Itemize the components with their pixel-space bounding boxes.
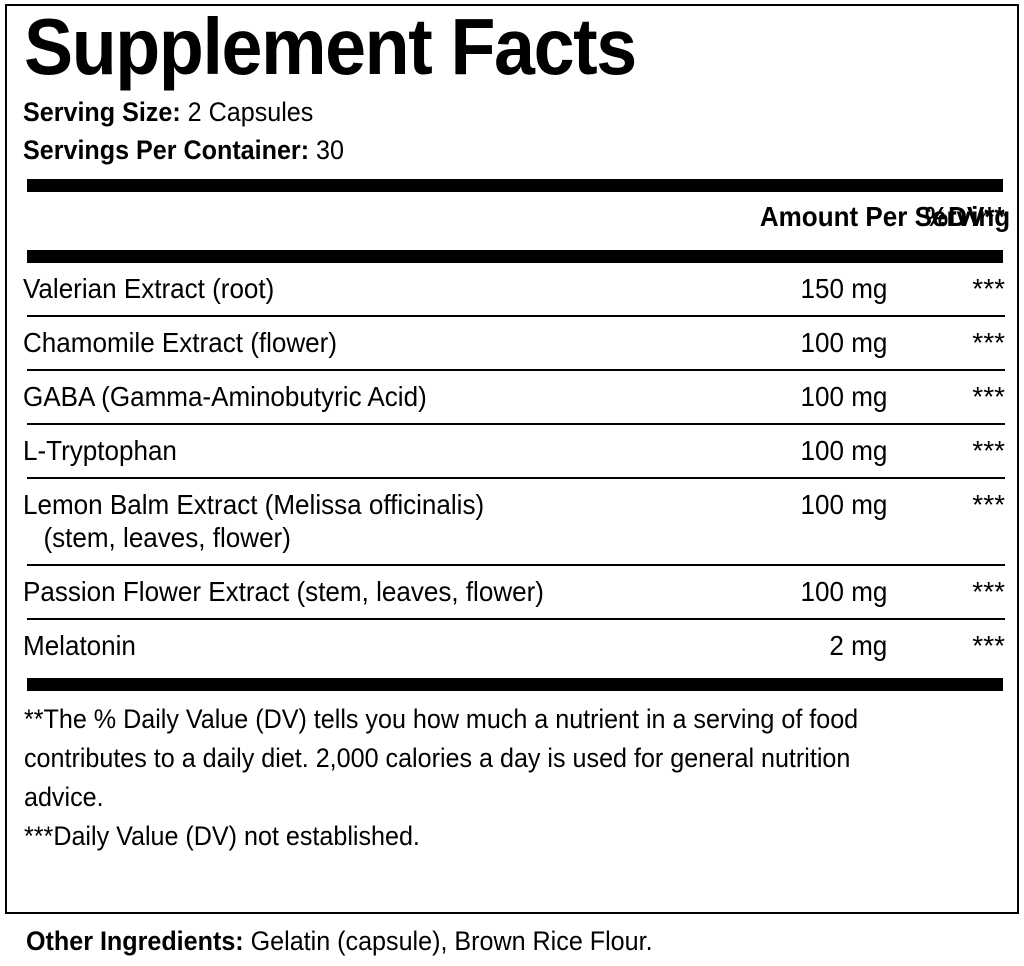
ingredient-daily-value: *** <box>972 575 1005 607</box>
page-title: Supplement Facts <box>24 2 637 91</box>
footnote-dv-not-established: ***Daily Value (DV) not established. <box>24 820 420 851</box>
ingredient-name: Chamomile Extract (flower) <box>23 317 741 369</box>
divider-thin <box>27 476 1005 479</box>
table-row: Melatonin 2 mg *** <box>23 620 1009 672</box>
ingredient-name-text: L-Tryptophan <box>23 434 177 466</box>
ingredient-amount-text: 100 mg <box>800 380 887 412</box>
other-ingredients-label: Other Ingredients: <box>26 926 244 956</box>
divider-thin-row <box>23 422 1009 425</box>
divider-thin-row <box>23 368 1009 371</box>
divider-thin-row <box>23 617 1009 620</box>
ingredient-amount-text: 100 mg <box>800 575 887 607</box>
ingredient-amount-text: 2 mg <box>829 629 887 661</box>
divider-thin-row <box>23 314 1009 317</box>
divider-thin <box>27 563 1005 566</box>
ingredient-name-text: Melatonin <box>23 629 136 661</box>
divider-thin <box>27 617 1005 620</box>
divider-thin-row <box>23 476 1009 479</box>
ingredient-name-text: Lemon Balm Extract (Melissa officinalis) <box>23 488 485 520</box>
ingredients-table: Valerian Extract (root) 150 mg *** Chamomil… <box>23 263 1009 672</box>
ingredient-daily-value: *** <box>972 380 1005 412</box>
table-row: L-Tryptophan 100 mg *** <box>23 425 1009 477</box>
ingredient-name: GABA (Gamma-Aminobutyric Acid) <box>23 371 741 423</box>
ingredient-amount: 2 mg <box>741 620 887 672</box>
ingredient-name: Valerian Extract (root) <box>23 263 741 315</box>
ingredient-name: Melatonin <box>23 620 741 672</box>
table-row: GABA (Gamma-Aminobutyric Acid) 100 mg *** <box>23 371 1009 423</box>
divider-thin <box>27 422 1005 425</box>
column-header-amount: Amount Per Serving <box>759 200 1011 232</box>
ingredient-amount: 100 mg <box>741 371 887 423</box>
ingredient-amount: 100 mg <box>741 566 887 618</box>
serving-size-value: 2 Capsules <box>187 97 314 127</box>
divider-thin <box>27 314 1005 317</box>
ingredient-name-text: Chamomile Extract (flower) <box>23 326 338 358</box>
ingredient-amount: 100 mg <box>741 317 887 369</box>
divider-thick-top <box>27 178 1003 192</box>
table-row: Valerian Extract (root) 150 mg *** <box>23 263 1009 315</box>
serving-size-line: Serving Size: 2 Capsules <box>23 93 938 131</box>
ingredient-amount: 150 mg <box>741 263 887 315</box>
ingredient-daily-value: *** <box>972 434 1005 466</box>
footnotes-block: **The % Daily Value (DV) tells you how m… <box>24 700 1007 856</box>
ingredient-name: Lemon Balm Extract (Melissa officinalis)… <box>23 479 741 564</box>
ingredient-daily-value: *** <box>972 272 1005 304</box>
ingredient-daily-value: *** <box>972 326 1005 358</box>
divider-thick-header <box>27 249 1003 263</box>
other-ingredients-value: Gelatin (capsule), Brown Rice Flour. <box>250 926 653 956</box>
ingredient-name-text: GABA (Gamma-Aminobutyric Acid) <box>23 380 427 412</box>
ingredient-amount-text: 100 mg <box>800 434 887 466</box>
ingredient-daily-value: *** <box>972 488 1005 520</box>
ingredient-amount-text: 100 mg <box>800 488 887 520</box>
divider-thick-bottom <box>27 677 1003 691</box>
ingredient-amount: 100 mg <box>741 479 887 564</box>
servings-per-container-label: Servings Per Container: <box>23 135 310 166</box>
supplement-facts-panel: Supplement Facts Serving Size: 2 Capsule… <box>5 4 1019 914</box>
ingredient-daily-value: *** <box>972 629 1005 661</box>
table-row: Passion Flower Extract (stem, leaves, fl… <box>23 566 1009 618</box>
table-header-row: Amount Per Serving %DV** <box>23 192 1011 244</box>
table-row: Lemon Balm Extract (Melissa officinalis)… <box>23 479 1009 564</box>
column-header-daily-value: %DV** <box>925 200 1005 232</box>
ingredient-name-text: Valerian Extract (root) <box>23 272 275 304</box>
ingredient-name: L-Tryptophan <box>23 425 741 477</box>
table-row: Chamomile Extract (flower) 100 mg *** <box>23 317 1009 369</box>
other-ingredients: Other Ingredients: Gelatin (capsule), Br… <box>26 925 653 957</box>
serving-size-label: Serving Size: <box>23 97 181 127</box>
ingredient-name: Passion Flower Extract (stem, leaves, fl… <box>23 566 741 618</box>
ingredient-amount: 100 mg <box>741 425 887 477</box>
ingredient-amount-text: 100 mg <box>800 326 887 358</box>
servings-per-container-line: Servings Per Container: 30 <box>23 131 938 169</box>
divider-thin <box>27 368 1005 371</box>
footnote-dv-explanation: **The % Daily Value (DV) tells you how m… <box>24 703 859 812</box>
nutrition-table: Amount Per Serving %DV** <box>23 192 1011 244</box>
ingredient-amount-text: 150 mg <box>800 272 887 304</box>
ingredient-name-subtext: (stem, leaves, flower) <box>43 521 291 553</box>
divider-thin-row <box>23 563 1009 566</box>
servings-per-container-value: 30 <box>316 135 344 166</box>
servings-block: Serving Size: 2 Capsules Servings Per Co… <box>23 93 938 170</box>
column-header-name <box>23 192 741 244</box>
ingredient-name-text: Passion Flower Extract (stem, leaves, fl… <box>23 575 544 607</box>
